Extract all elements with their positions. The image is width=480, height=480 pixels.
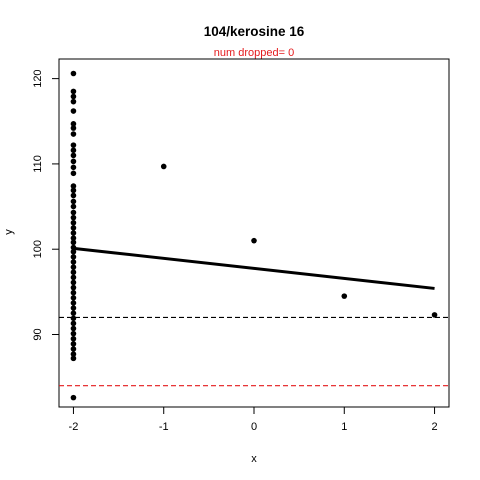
data-point: [71, 240, 77, 246]
data-point: [71, 204, 77, 210]
data-point: [71, 94, 77, 100]
x-tick-label: 2: [431, 421, 437, 433]
x-axis-label: x: [251, 453, 257, 465]
data-point: [71, 125, 77, 131]
data-point: [71, 264, 77, 270]
data-point: [71, 331, 77, 337]
data-point: [71, 249, 77, 255]
data-point: [71, 147, 77, 153]
data-point: [71, 341, 77, 347]
data-point: [71, 170, 77, 176]
data-point: [71, 225, 77, 231]
data-point: [71, 300, 77, 306]
data-point: [71, 275, 77, 281]
data-point: [71, 89, 77, 95]
data-point: [71, 346, 77, 352]
data-point: [71, 269, 77, 275]
data-point: [432, 312, 438, 318]
data-point: [71, 326, 77, 332]
data-point: [71, 336, 77, 342]
y-axis-label: y: [3, 229, 15, 235]
data-point: [71, 356, 77, 362]
data-point: [71, 295, 77, 301]
data-point: [71, 285, 77, 291]
data-point: [71, 165, 77, 171]
y-tick-label: 90: [32, 328, 44, 340]
data-point: [71, 259, 77, 265]
data-point: [71, 280, 77, 286]
y-tick-label: 100: [32, 240, 44, 258]
data-point: [251, 238, 257, 244]
data-point: [71, 108, 77, 114]
x-tick-label: 0: [251, 421, 257, 433]
x-tick-label: -1: [159, 421, 169, 433]
data-point: [71, 310, 77, 316]
data-point: [161, 164, 167, 170]
chart-subtitle: num dropped= 0: [214, 47, 294, 59]
data-point: [71, 315, 77, 321]
data-point: [341, 293, 347, 299]
data-point: [71, 290, 77, 296]
data-point: [71, 395, 77, 401]
chart-title: 104/kerosine 16: [204, 24, 305, 39]
data-point: [71, 188, 77, 194]
data-point: [71, 210, 77, 216]
y-tick-label: 120: [32, 69, 44, 87]
data-point: [71, 305, 77, 311]
x-tick-label: 1: [341, 421, 347, 433]
data-point: [71, 131, 77, 137]
x-tick-label: -2: [69, 421, 79, 433]
data-point: [71, 99, 77, 105]
data-point: [71, 230, 77, 236]
data-point: [71, 142, 77, 148]
data-point: [71, 153, 77, 159]
data-point: [71, 220, 77, 226]
data-point: [71, 71, 77, 77]
data-point: [71, 321, 77, 327]
y-tick-label: 110: [32, 155, 44, 173]
data-point: [71, 215, 77, 221]
data-point: [71, 199, 77, 205]
data-point: [71, 159, 77, 165]
data-point: [71, 254, 77, 260]
data-point: [71, 193, 77, 199]
